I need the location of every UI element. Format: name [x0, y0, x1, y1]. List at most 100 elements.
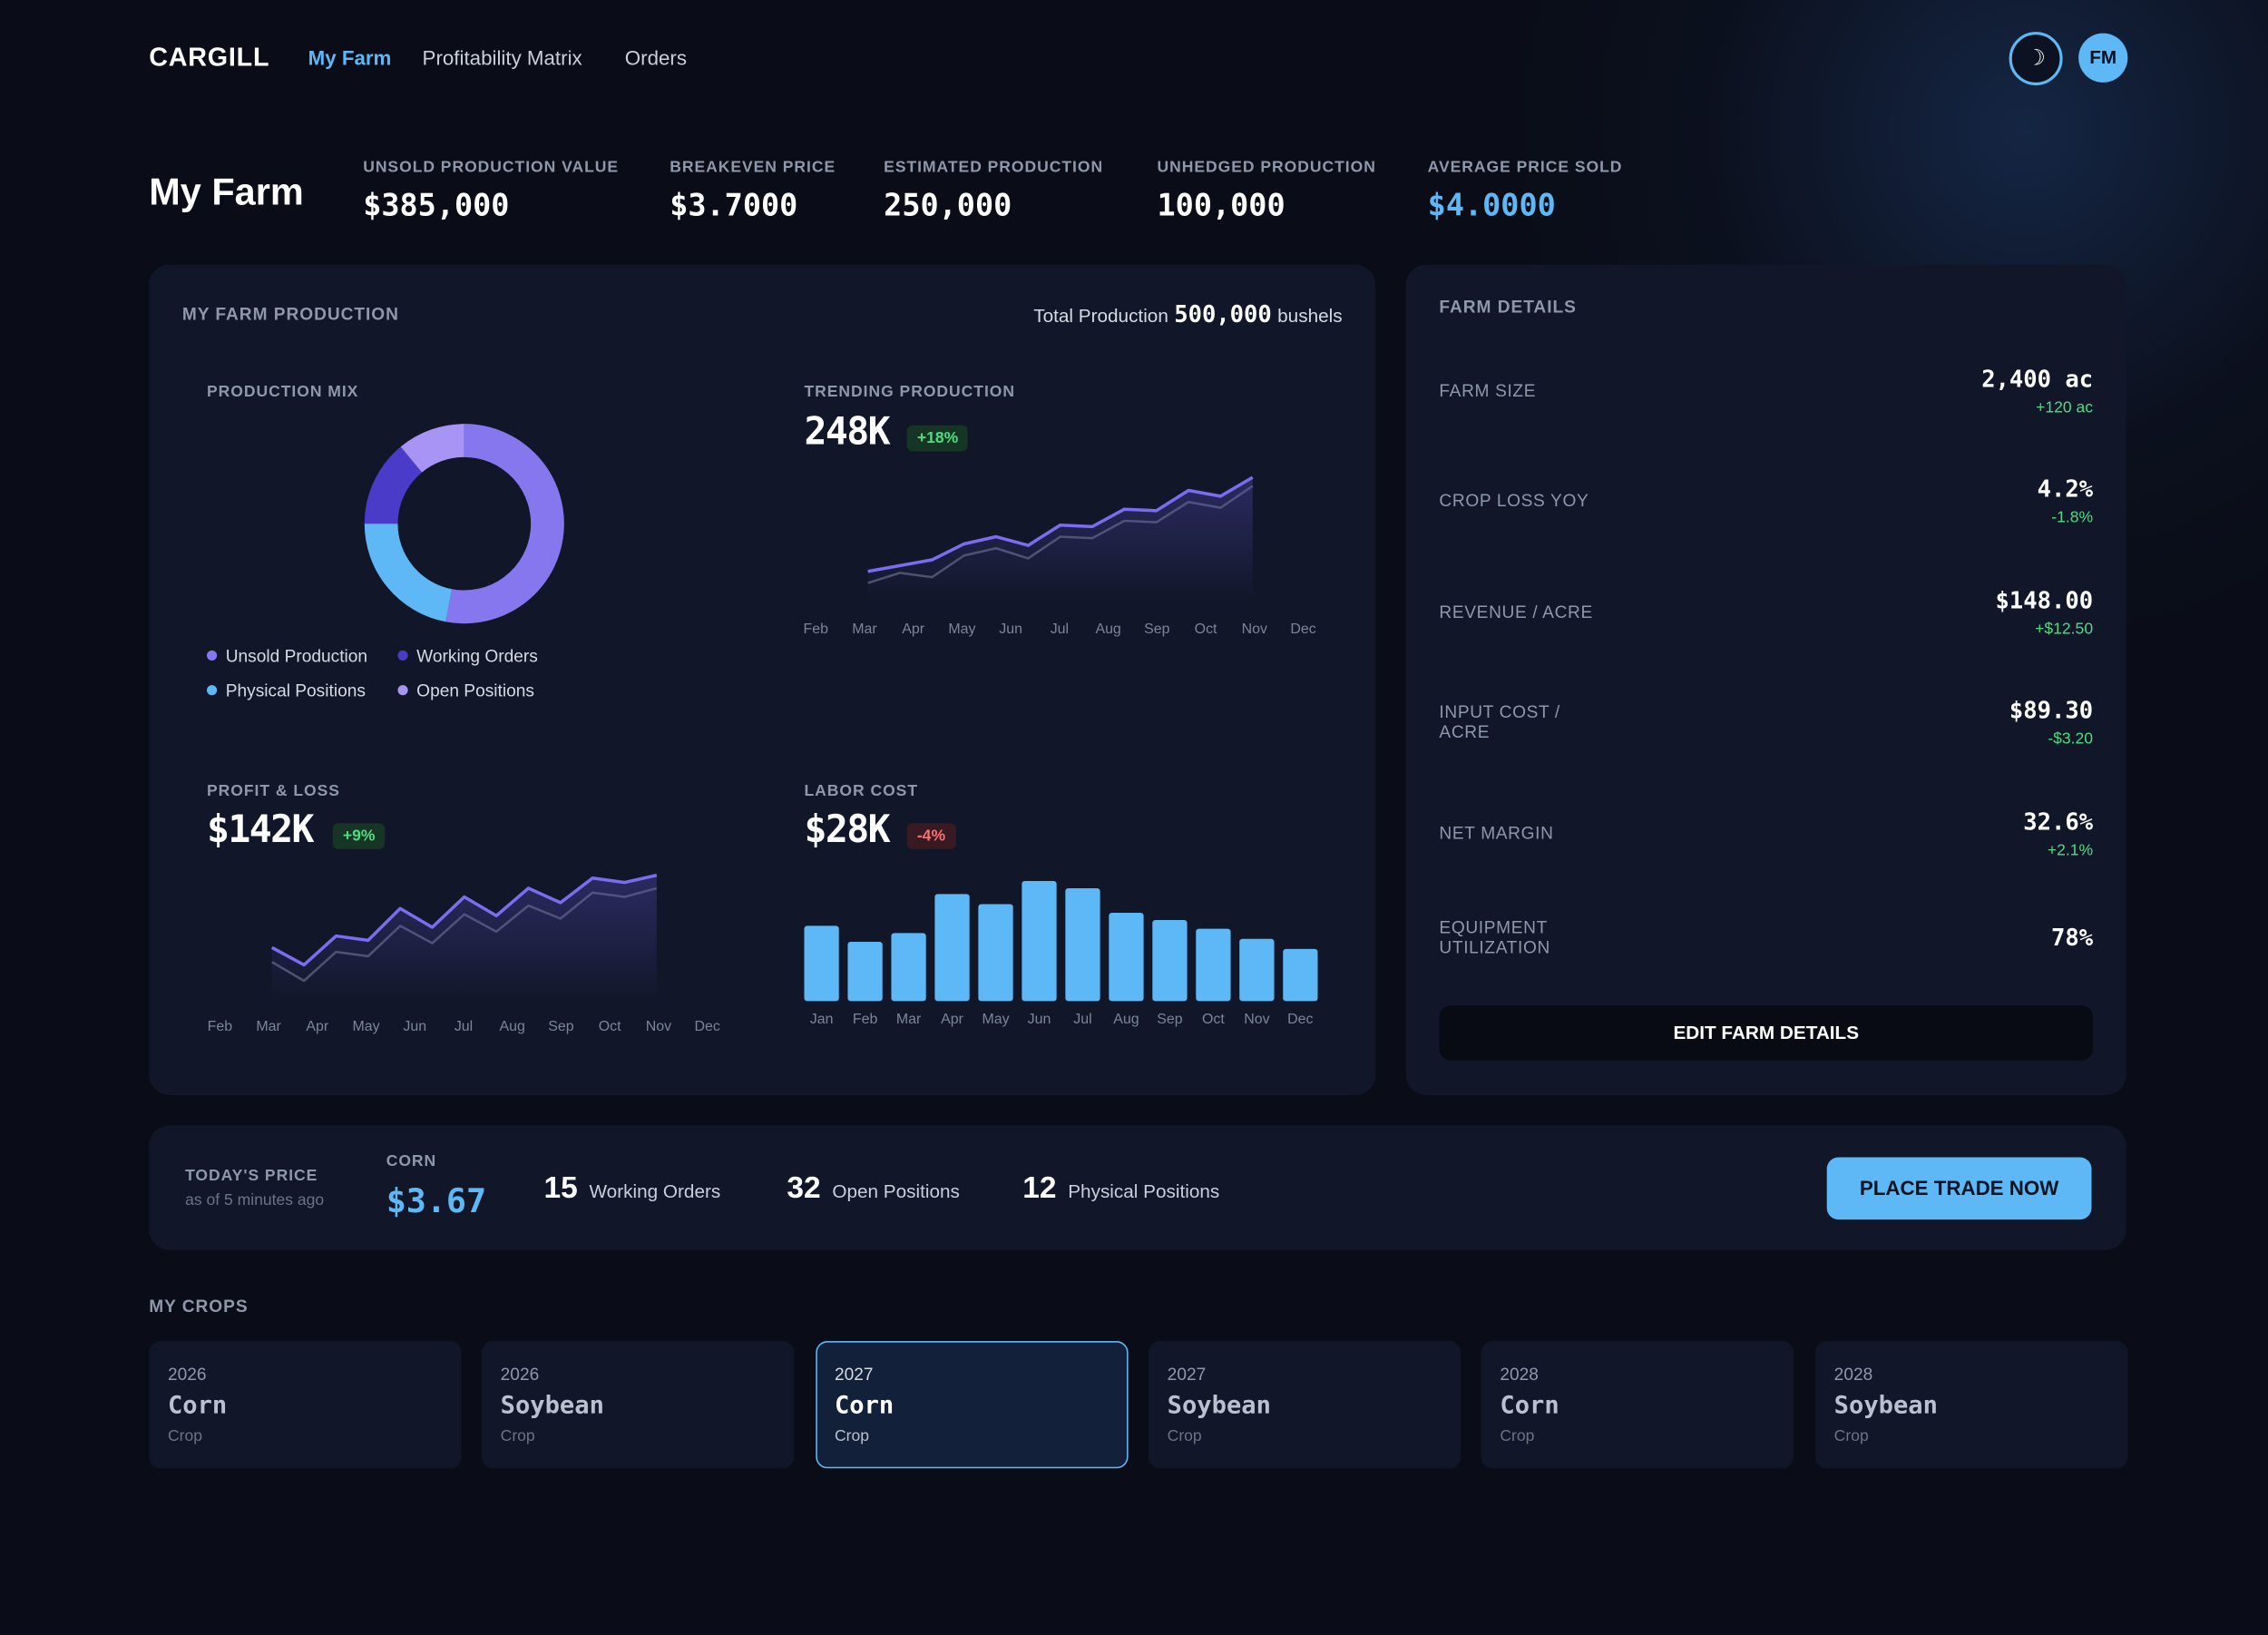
count: 15 Working Orders	[543, 1171, 720, 1206]
count-value: 32	[787, 1171, 821, 1206]
stat-value: 100,000	[1157, 188, 1286, 223]
count: 32 Open Positions	[787, 1171, 960, 1206]
count: 12 Physical Positions	[1022, 1171, 1219, 1206]
detail-value: 78%	[2050, 924, 2094, 952]
nav-link[interactable]: My Farm	[308, 46, 392, 70]
count-label: Physical Positions	[1068, 1180, 1220, 1202]
brand: CARGILL	[149, 43, 270, 72]
legend-label: Open Positions	[416, 680, 534, 701]
price-value: $3.67	[386, 1183, 487, 1221]
detail-change: +$12.50	[2035, 620, 2094, 639]
panel-title: FARM DETAILS	[1439, 296, 1577, 318]
legend-item: Open Positions	[397, 680, 534, 701]
stat-label: ESTIMATED PRODUCTION	[884, 159, 1104, 177]
nav-link[interactable]: Orders	[624, 46, 688, 70]
crop-card[interactable]: 2026 Soybean Crop	[481, 1340, 795, 1469]
crop-kind: Crop	[1500, 1427, 1535, 1445]
detail-label: NET MARGIN	[1439, 823, 1554, 844]
total-value: 500,000	[1174, 299, 1272, 328]
stat-value: $4.0000	[1427, 188, 1556, 223]
count-value: 15	[543, 1171, 578, 1206]
crop-name: Soybean	[500, 1391, 604, 1421]
stat-label: UNSOLD PRODUCTION VALUE	[363, 159, 620, 177]
crop-year: 2028	[1500, 1364, 1539, 1385]
stat-label: BREAKEVEN PRICE	[670, 159, 836, 177]
legend-label: Physical Positions	[225, 680, 366, 701]
detail-value: $89.30	[2009, 696, 2094, 724]
stat-value: $3.7000	[670, 188, 798, 223]
detail-change: -1.8%	[2051, 509, 2094, 527]
detail-label: FARM SIZE	[1439, 380, 1537, 401]
chart-title: LABOR COST	[804, 782, 919, 800]
crop-year: 2026	[167, 1364, 207, 1385]
detail-label: CROP LOSS YOY	[1439, 490, 1589, 511]
edit-button[interactable]: EDIT FARM DETAILS	[1439, 1005, 2094, 1061]
legend-dot	[206, 651, 218, 661]
crop-name: Corn	[167, 1391, 228, 1421]
section-title: MY CROPS	[149, 1296, 249, 1317]
detail-label: REVENUE / ACRE	[1439, 602, 1593, 622]
legend-dot	[397, 651, 408, 661]
stat-label: AVERAGE PRICE SOLD	[1427, 159, 1623, 177]
detail-value: 2,400 ac	[1981, 365, 2094, 393]
crop-name: Corn	[834, 1391, 894, 1421]
panel-title: MY FARM PRODUCTION	[181, 303, 399, 325]
legend-item: Unsold Production	[206, 644, 368, 667]
detail-value: $148.00	[1995, 586, 2094, 614]
page-title: My Farm	[149, 170, 304, 214]
price-label: TODAY'S PRICE	[185, 1167, 318, 1185]
change-badge: +18%	[906, 425, 969, 452]
crop-year: 2027	[834, 1364, 874, 1385]
total-production: Total Production 500,000 bushels	[1033, 300, 1342, 328]
crop-kind: Crop	[500, 1427, 535, 1445]
crop-card[interactable]: 2027 Soybean Crop	[1148, 1340, 1461, 1469]
legend-dot	[397, 685, 408, 696]
trade-button[interactable]: PLACE TRADE NOW	[1826, 1157, 2092, 1220]
count-value: 12	[1022, 1171, 1057, 1206]
crop-kind: Crop	[834, 1427, 869, 1445]
metric-value: $28K	[804, 808, 890, 853]
theme-toggle[interactable]: ☽	[2009, 32, 2063, 86]
crop-year: 2027	[1167, 1364, 1207, 1385]
legend-item: Working Orders	[397, 644, 538, 667]
metric-value: $142K	[206, 808, 314, 853]
crop-name: Soybean	[1833, 1391, 1938, 1421]
detail-value: 4.2%	[2037, 475, 2094, 504]
crop-kind: Crop	[1833, 1427, 1869, 1445]
legend-dot	[206, 685, 218, 696]
detail-label: INPUT COST / ACRE	[1439, 701, 1560, 742]
nav-link[interactable]: Profitability Matrix	[422, 46, 582, 70]
legend-label: Working Orders	[416, 645, 538, 667]
total-unit: bushels	[1277, 304, 1343, 327]
count-label: Open Positions	[832, 1180, 960, 1202]
count-label: Working Orders	[589, 1180, 721, 1202]
crop-card[interactable]: 2027 Corn Crop	[816, 1340, 1129, 1469]
crop-card[interactable]: 2028 Soybean Crop	[1814, 1340, 2128, 1469]
crop-year: 2026	[500, 1364, 540, 1385]
avatar[interactable]: FM	[2078, 33, 2128, 83]
detail-change: +2.1%	[2047, 841, 2094, 860]
crop-year: 2028	[1833, 1364, 1873, 1385]
crop-kind: Crop	[1167, 1427, 1202, 1445]
change-badge: +9%	[332, 823, 386, 849]
detail-change: +120 ac	[2036, 399, 2094, 417]
stat-value: 250,000	[884, 188, 1012, 223]
crop-name: Soybean	[1167, 1391, 1271, 1421]
total-label: Total Production	[1033, 304, 1168, 327]
stat-value: $385,000	[363, 188, 510, 223]
stat-label: UNHEDGED PRODUCTION	[1157, 159, 1376, 177]
price-as-of: as of 5 minutes ago	[185, 1191, 325, 1209]
detail-change: -$3.20	[2048, 730, 2094, 749]
detail-label: EQUIPMENT UTILIZATION	[1439, 916, 1550, 958]
chart-title: PRODUCTION MIX	[206, 383, 359, 401]
crop-kind: Crop	[167, 1427, 202, 1445]
metric-value: 248K	[804, 410, 890, 455]
farm-details-panel	[1405, 264, 2126, 1095]
crop-card[interactable]: 2028 Corn Crop	[1481, 1340, 1794, 1469]
price-bar	[149, 1125, 2126, 1250]
legend-item: Physical Positions	[206, 680, 366, 701]
crop-card[interactable]: 2026 Corn Crop	[149, 1340, 462, 1469]
legend-label: Unsold Production	[225, 645, 368, 667]
change-badge: -4%	[906, 823, 956, 849]
